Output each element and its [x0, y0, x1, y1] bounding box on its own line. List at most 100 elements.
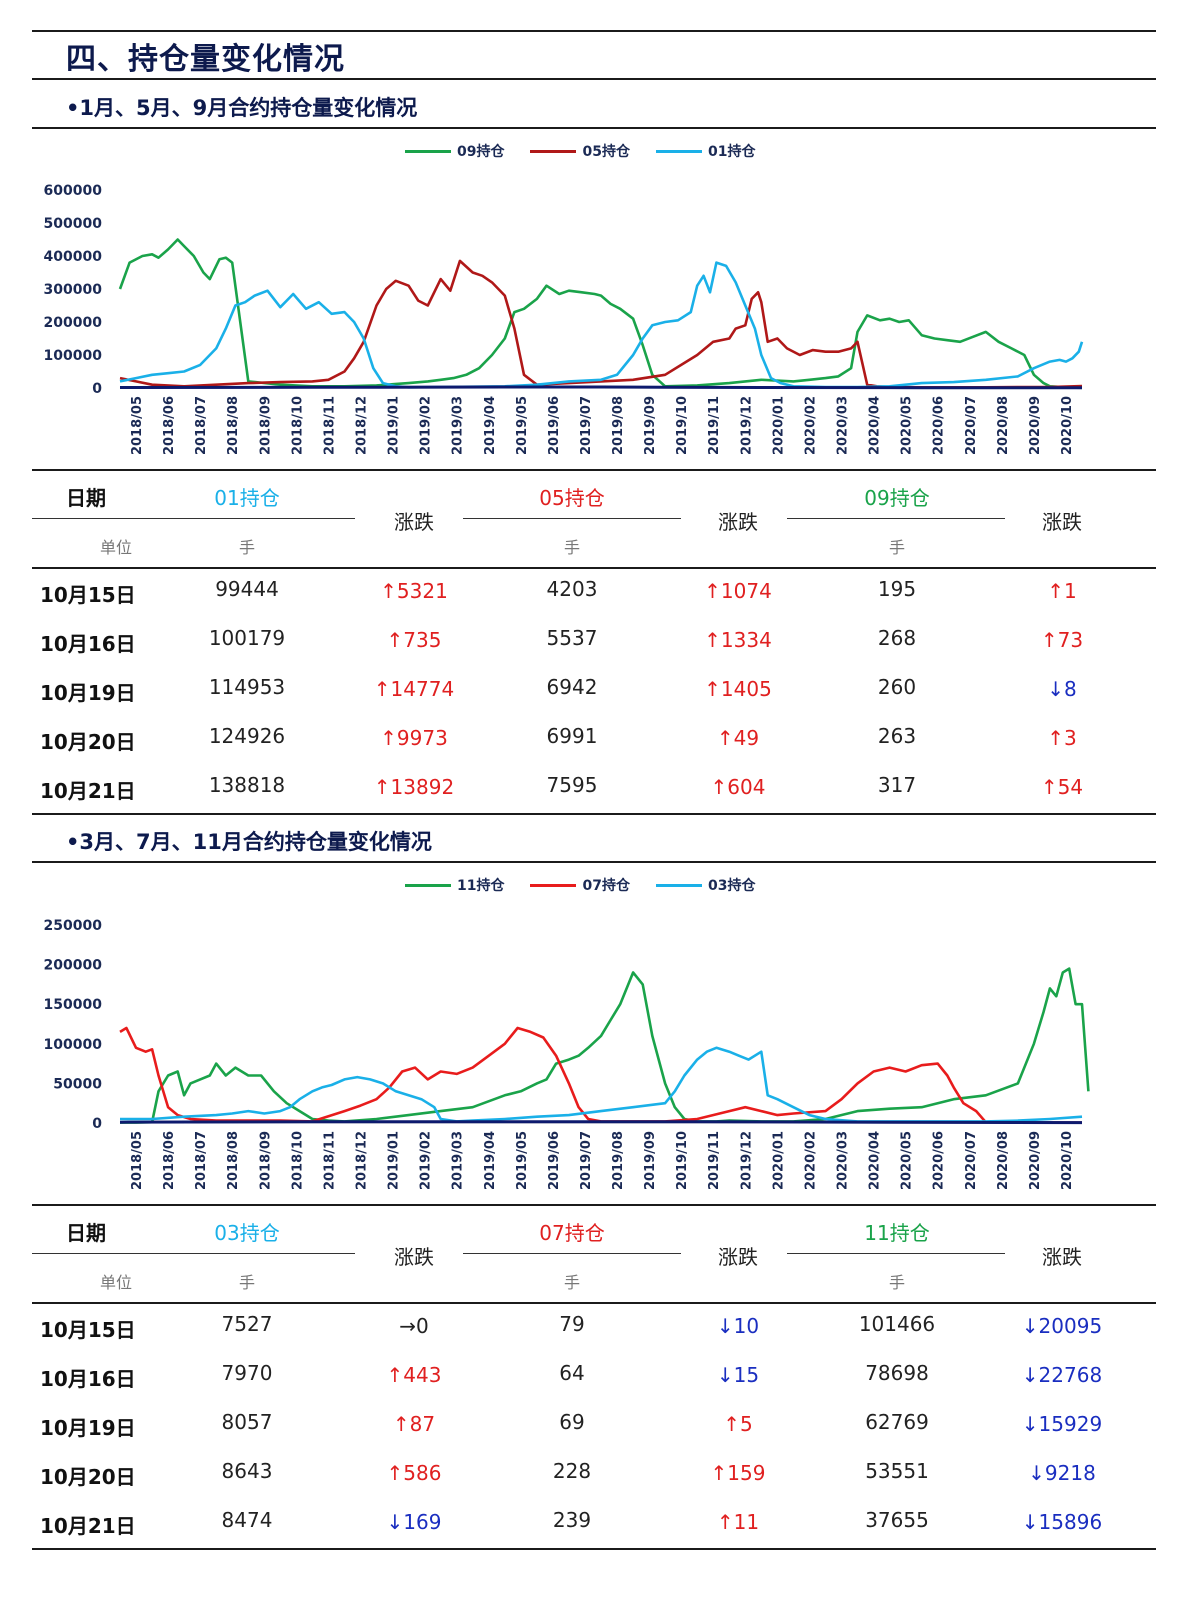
- row-date: 10月20日: [40, 730, 136, 754]
- row-change: ↑5: [723, 1412, 753, 1436]
- series-line-2: [119, 261, 1084, 389]
- row-change: ↑14774: [373, 677, 455, 701]
- table-2: 日期 单位 03持仓手 07持仓手 11持仓手 涨跌 涨跌 涨跌 10月15日 7527 79 101…: [32, 1205, 1156, 1549]
- x-tick-label: 2019/09: [643, 396, 658, 455]
- row-value: 7527: [221, 1312, 273, 1336]
- x-tick-label: 2019/05: [515, 1131, 530, 1190]
- series-line-0: [120, 967, 1090, 1124]
- header-underline: [787, 1253, 1005, 1254]
- row-change: ↑604: [710, 775, 766, 799]
- row-value: 79: [559, 1312, 585, 1336]
- legend-item: 01持仓: [655, 141, 755, 161]
- row-change: ↓15896: [1021, 1510, 1103, 1534]
- x-tick-label: 2020/05: [900, 396, 915, 455]
- divider: [32, 861, 1156, 863]
- x-tick-label: 2020/04: [868, 396, 883, 455]
- row-date: 10月15日: [40, 583, 136, 607]
- page-title: 四、持仓量变化情况: [66, 42, 345, 77]
- row-change: ↑1: [1047, 579, 1077, 603]
- chart2-legend: 11持仓 07持仓 03持仓: [405, 875, 755, 895]
- x-tick-label: 2018/06: [162, 396, 177, 455]
- row-change: ↑49: [716, 726, 760, 750]
- y-tick-label: 100000: [44, 1037, 103, 1053]
- y-tick-label: 100000: [44, 348, 103, 364]
- series-line-0: [118, 238, 1083, 390]
- y-tick-label: 0: [92, 1116, 102, 1132]
- x-tick-label: 2020/08: [996, 1131, 1011, 1190]
- legend-item: 11持仓: [405, 875, 504, 895]
- y-tick-label: 400000: [44, 249, 103, 265]
- section2-title: •3月、7月、11月合约持仓量变化情况: [66, 830, 432, 854]
- legend-label: 03持仓: [707, 878, 756, 894]
- column-header: 11持仓: [864, 1221, 930, 1245]
- legend-swatch: [405, 883, 451, 887]
- y-tick-label: 600000: [44, 183, 103, 199]
- x-tick-label: 2020/06: [932, 396, 947, 455]
- x-tick-label: 2019/02: [419, 396, 434, 455]
- row-value: 53551: [865, 1459, 929, 1483]
- x-tick-label: 2019/08: [611, 1131, 626, 1190]
- row-change: ↑1074: [704, 579, 772, 603]
- row-change: ↓9218: [1028, 1461, 1096, 1485]
- row-value: 62769: [865, 1410, 929, 1434]
- row-value: 138818: [208, 773, 286, 797]
- row-value: 195: [877, 577, 917, 601]
- date-header: 日期: [66, 1221, 106, 1245]
- row-change: ↑73: [1040, 628, 1084, 652]
- x-tick-label: 2018/07: [194, 396, 209, 455]
- x-tick-label: 2018/12: [355, 396, 370, 455]
- row-value: 263: [877, 724, 917, 748]
- x-tick-label: 2018/08: [226, 396, 241, 455]
- y-tick-label: 500000: [44, 216, 103, 232]
- row-date: 10月16日: [40, 1367, 136, 1391]
- change-header: 涨跌: [394, 510, 434, 534]
- unit-value: 手: [888, 1273, 905, 1292]
- x-tick-label: 2020/05: [900, 1131, 915, 1190]
- column-header: 07持仓: [539, 1221, 605, 1245]
- x-tick-label: 2019/12: [739, 396, 754, 455]
- x-tick-label: 2019/07: [579, 396, 594, 455]
- x-tick-label: 2018/09: [258, 1131, 273, 1190]
- row-change: ↓169: [386, 1510, 442, 1534]
- row-value: 101466: [858, 1312, 936, 1336]
- x-tick-label: 2019/01: [387, 1131, 402, 1190]
- series-line-1: [119, 1026, 1082, 1124]
- row-change: ↓22768: [1021, 1363, 1103, 1387]
- row-value: 8057: [221, 1410, 273, 1434]
- row-value: 7970: [221, 1361, 273, 1385]
- x-tick-label: 2019/03: [451, 396, 466, 455]
- row-value: 228: [552, 1459, 592, 1483]
- row-value: 69: [559, 1410, 585, 1434]
- x-tick-label: 2020/03: [836, 1131, 851, 1190]
- row-value: 268: [877, 626, 917, 650]
- unit-value: 手: [238, 538, 255, 557]
- row-value: 78698: [865, 1361, 929, 1385]
- y-tick-label: 200000: [44, 315, 103, 331]
- legend-swatch: [530, 149, 577, 153]
- change-header: 涨跌: [1042, 1245, 1082, 1269]
- x-tick-label: 2020/10: [1060, 1131, 1075, 1190]
- row-change: ↓20095: [1021, 1314, 1103, 1338]
- row-change: ↑5321: [380, 579, 448, 603]
- x-tick-label: 2019/05: [515, 396, 530, 455]
- legend-swatch: [405, 149, 451, 153]
- row-change: →0: [399, 1314, 429, 1338]
- x-tick-label: 2018/11: [322, 396, 337, 455]
- series-line-1: [119, 259, 1083, 389]
- legend-swatch: [655, 883, 702, 887]
- x-tick-label: 2018/10: [290, 396, 305, 455]
- x-tick-label: 2020/02: [803, 396, 818, 455]
- row-value: 4203: [546, 577, 598, 601]
- divider: [32, 1204, 1156, 1206]
- row-value: 8643: [221, 1459, 273, 1483]
- divider: [32, 813, 1156, 815]
- x-tick-label: 2019/11: [707, 396, 722, 455]
- x-tick-label: 2019/09: [643, 1131, 658, 1190]
- x-tick-label: 2018/10: [290, 1131, 305, 1190]
- section1-title: •1月、5月、9月合约持仓量变化情况: [66, 96, 418, 120]
- column-header: 03持仓: [214, 1221, 280, 1245]
- series-line-3: [119, 385, 1083, 390]
- row-change: ↑87: [392, 1412, 436, 1436]
- row-date: 10月20日: [40, 1465, 136, 1489]
- x-tick-label: 2020/03: [836, 396, 851, 455]
